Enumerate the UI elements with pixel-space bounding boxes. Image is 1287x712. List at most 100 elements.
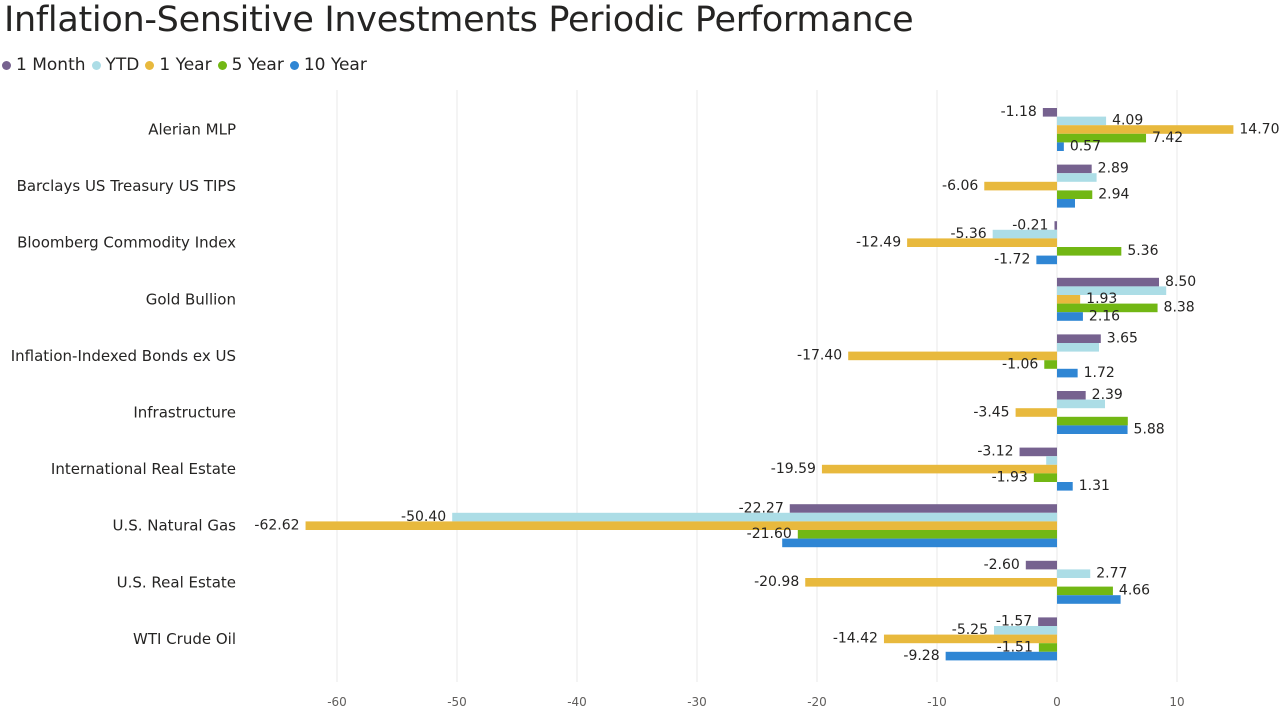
legend-item-1-month[interactable]: 1 Month — [2, 55, 86, 75]
category-label-wti-crude-oil: WTI Crude Oil — [133, 630, 236, 648]
bar-5-year-wti-crude-oil[interactable] — [1038, 643, 1057, 652]
data-label-1-month-alerian-mlp: -1.18 — [1001, 104, 1037, 120]
data-label-ytd-bloomberg-commodity-index: -5.36 — [950, 226, 986, 242]
bar-1-year-bloomberg-commodity-index[interactable] — [907, 238, 1057, 247]
bar-1-month-gold-bullion[interactable] — [1057, 277, 1159, 287]
bar-ytd-infrastructure[interactable] — [1057, 399, 1105, 409]
bar-10-year-u-s-real-estate[interactable] — [1057, 595, 1121, 604]
bar-10-year-barclays-us-treasury-us-tips[interactable] — [1057, 199, 1075, 208]
legend-marker-1-month — [2, 60, 11, 70]
bar-1-month-infrastructure[interactable] — [1057, 391, 1086, 400]
data-label-5-year-international-real-estate: -1.93 — [992, 470, 1028, 486]
category-label-bloomberg-commodity-index: Bloomberg Commodity Index — [17, 234, 236, 252]
bar-ytd-wti-crude-oil[interactable] — [994, 626, 1057, 635]
data-label-10-year-inflation-indexed-bonds-ex-us: 1.72 — [1084, 365, 1115, 381]
legend-item-1-year[interactable]: 1 Year — [145, 55, 212, 75]
bar-ytd-alerian-mlp[interactable] — [1057, 116, 1107, 126]
data-label-5-year-barclays-us-treasury-us-tips: 2.94 — [1098, 187, 1129, 203]
bar-5-year-u-s-natural-gas[interactable] — [797, 530, 1057, 539]
data-label-10-year-wti-crude-oil: -9.28 — [903, 648, 939, 664]
bar-10-year-infrastructure[interactable] — [1057, 425, 1128, 434]
bar-1-year-international-real-estate[interactable] — [821, 464, 1057, 474]
bar-1-year-infrastructure[interactable] — [1015, 408, 1057, 417]
bar-10-year-u-s-natural-gas[interactable] — [782, 538, 1057, 548]
data-label-ytd-wti-crude-oil: -5.25 — [952, 622, 988, 638]
bar-5-year-inflation-indexed-bonds-ex-us[interactable] — [1044, 360, 1057, 369]
bar-ytd-gold-bullion[interactable] — [1057, 286, 1167, 295]
bar-1-month-barclays-us-treasury-us-tips[interactable] — [1057, 164, 1092, 174]
bar-10-year-inflation-indexed-bonds-ex-us[interactable] — [1057, 368, 1078, 378]
data-label-1-month-international-real-estate: -3.12 — [977, 444, 1013, 460]
data-label-1-year-barclays-us-treasury-us-tips: -6.06 — [942, 178, 978, 194]
legend-label-5-year: 5 Year — [231, 55, 284, 75]
legend-item-ytd[interactable]: YTD — [91, 55, 140, 75]
data-label-ytd-u-s-real-estate: 2.77 — [1096, 566, 1127, 582]
bar-1-year-u-s-real-estate[interactable] — [805, 578, 1057, 587]
bar-ytd-barclays-us-treasury-us-tips[interactable] — [1057, 173, 1097, 182]
bar-ytd-bloomberg-commodity-index[interactable] — [992, 229, 1057, 239]
data-label-ytd-alerian-mlp: 4.09 — [1112, 113, 1143, 129]
legend-marker-1-year — [145, 60, 155, 70]
data-label-1-month-u-s-real-estate: -2.60 — [984, 557, 1020, 573]
bar-1-month-alerian-mlp[interactable] — [1042, 108, 1057, 117]
category-label-gold-bullion: Gold Bullion — [146, 290, 236, 308]
bar-1-month-international-real-estate[interactable] — [1019, 447, 1057, 457]
legend-label-ytd: YTD — [105, 55, 140, 75]
bar-1-year-inflation-indexed-bonds-ex-us[interactable] — [848, 351, 1057, 361]
bar-ytd-inflation-indexed-bonds-ex-us[interactable] — [1057, 343, 1099, 352]
x-tick-label: -30 — [687, 695, 707, 709]
category-label-infrastructure: Infrastructure — [133, 404, 236, 422]
data-label-1-month-u-s-natural-gas: -22.27 — [739, 500, 784, 516]
bar-1-year-u-s-natural-gas[interactable] — [305, 521, 1057, 530]
bar-10-year-gold-bullion[interactable] — [1057, 312, 1083, 321]
data-label-5-year-alerian-mlp: 7.42 — [1152, 130, 1183, 146]
bar-1-year-barclays-us-treasury-us-tips[interactable] — [984, 181, 1057, 191]
bar-ytd-u-s-real-estate[interactable] — [1057, 569, 1091, 578]
bar-10-year-international-real-estate[interactable] — [1057, 482, 1073, 491]
data-label-1-year-gold-bullion: 1.93 — [1086, 291, 1117, 307]
data-label-1-month-wti-crude-oil: -1.57 — [996, 614, 1032, 630]
data-label-1-month-bloomberg-commodity-index: -0.21 — [1012, 217, 1048, 233]
bar-5-year-infrastructure[interactable] — [1057, 416, 1128, 426]
x-tick-label: -60 — [327, 695, 347, 709]
legend-item-10-year[interactable]: 10 Year — [289, 55, 367, 75]
bar-5-year-barclays-us-treasury-us-tips[interactable] — [1057, 190, 1093, 199]
bar-5-year-alerian-mlp[interactable] — [1057, 133, 1147, 143]
legend-label-10-year: 10 Year — [303, 55, 367, 75]
bar-10-year-bloomberg-commodity-index[interactable] — [1036, 255, 1057, 265]
bar-1-year-wti-crude-oil[interactable] — [883, 634, 1057, 644]
bar-5-year-international-real-estate[interactable] — [1033, 473, 1057, 482]
bar-1-month-wti-crude-oil[interactable] — [1038, 617, 1057, 626]
data-label-1-year-international-real-estate: -19.59 — [771, 461, 816, 477]
bar-5-year-bloomberg-commodity-index[interactable] — [1057, 247, 1122, 256]
data-label-5-year-bloomberg-commodity-index: 5.36 — [1127, 243, 1158, 259]
bar-1-month-inflation-indexed-bonds-ex-us[interactable] — [1057, 334, 1101, 343]
data-label-1-year-u-s-real-estate: -20.98 — [754, 574, 799, 590]
bar-1-year-alerian-mlp[interactable] — [1057, 125, 1234, 134]
category-label-international-real-estate: International Real Estate — [51, 460, 236, 478]
data-label-10-year-international-real-estate: 1.31 — [1079, 478, 1110, 494]
bar-5-year-gold-bullion[interactable] — [1057, 303, 1158, 313]
data-label-1-month-barclays-us-treasury-us-tips: 2.89 — [1098, 161, 1129, 177]
bar-1-month-u-s-real-estate[interactable] — [1025, 560, 1057, 570]
bar-1-month-bloomberg-commodity-index[interactable] — [1054, 221, 1057, 230]
x-tick-label: -40 — [567, 695, 587, 709]
legend-label-1-month: 1 Month — [16, 55, 86, 75]
bar-5-year-u-s-real-estate[interactable] — [1057, 586, 1113, 596]
x-tick-label: -20 — [807, 695, 827, 709]
bar-10-year-wti-crude-oil[interactable] — [945, 651, 1057, 661]
data-label-1-year-wti-crude-oil: -14.42 — [833, 631, 878, 647]
legend-marker-ytd — [91, 60, 101, 70]
bar-10-year-alerian-mlp[interactable] — [1057, 142, 1064, 151]
bar-ytd-u-s-natural-gas[interactable] — [452, 512, 1057, 522]
bar-1-month-u-s-natural-gas[interactable] — [789, 504, 1057, 513]
legend-item-5-year[interactable]: 5 Year — [217, 55, 284, 75]
x-axis-ticks: -60 -50 -40 -30 -20 -10 0 10 — [327, 695, 1184, 709]
data-label-10-year-infrastructure: 5.88 — [1134, 422, 1165, 438]
data-label-1-month-infrastructure: 2.39 — [1092, 387, 1123, 403]
chart-title: Inflation-Sensitive Investments Periodic… — [4, 0, 914, 40]
data-label-5-year-u-s-natural-gas: -21.60 — [747, 526, 792, 542]
bar-ytd-international-real-estate[interactable] — [1046, 456, 1057, 465]
bar-1-year-gold-bullion[interactable] — [1057, 295, 1081, 304]
